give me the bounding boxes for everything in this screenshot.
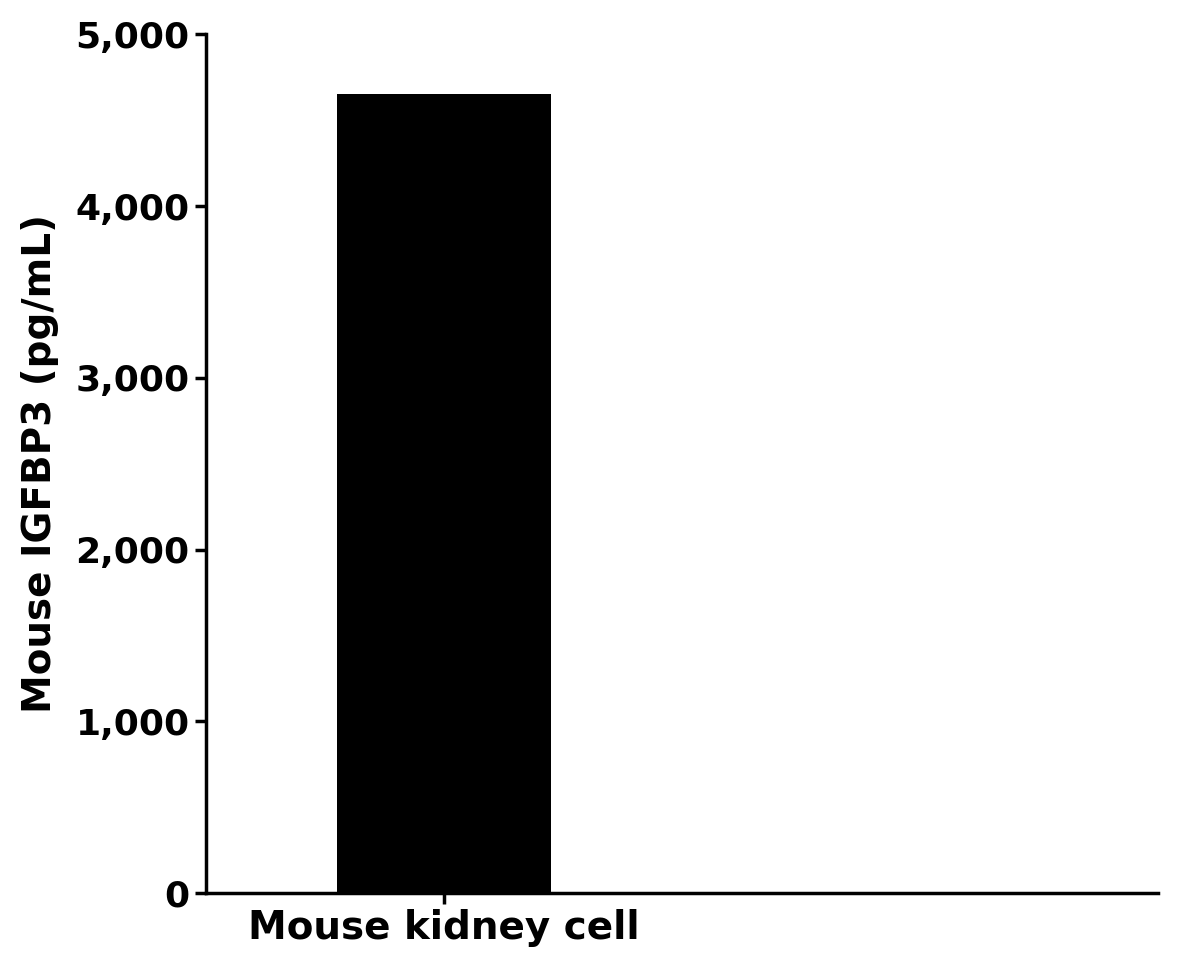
Y-axis label: Mouse IGFBP3 (pg/mL): Mouse IGFBP3 (pg/mL) xyxy=(21,214,59,713)
Bar xyxy=(336,94,551,893)
